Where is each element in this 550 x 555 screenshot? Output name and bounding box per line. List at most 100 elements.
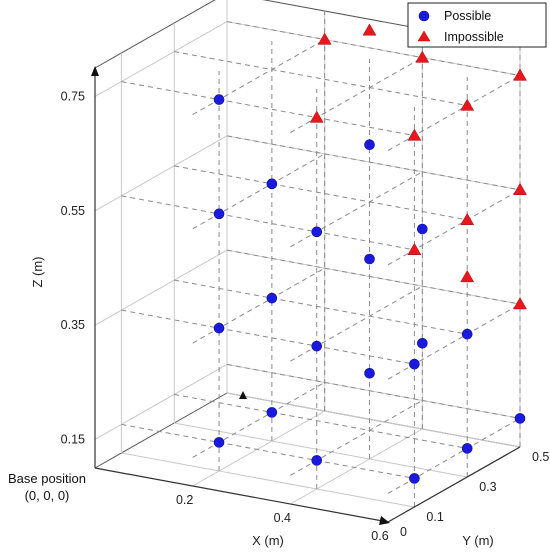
impossible-point bbox=[460, 212, 475, 225]
guide-line-x-direction bbox=[174, 165, 468, 221]
guide-line-x-direction bbox=[121, 195, 415, 251]
grid-line-z bbox=[94, 249, 228, 326]
impossible-point bbox=[513, 182, 527, 195]
possible-point bbox=[311, 455, 323, 466]
y-tick-label: 0.5 bbox=[532, 450, 549, 464]
legend-marker-impossible bbox=[417, 30, 431, 42]
guide-line-x-direction bbox=[226, 135, 521, 191]
possible-point bbox=[409, 358, 420, 370]
legend-label-possible: Possible bbox=[444, 9, 491, 23]
possible-point bbox=[461, 443, 473, 454]
guide-line-x-direction bbox=[174, 51, 468, 107]
possible-point bbox=[213, 322, 225, 334]
back-edge-left-top bbox=[94, 0, 216, 69]
grid-line-y bbox=[121, 452, 415, 508]
possible-point bbox=[364, 253, 375, 265]
axis-panes bbox=[94, 0, 521, 469]
z-tick-label: 0.35 bbox=[61, 318, 85, 332]
impossible-point bbox=[362, 23, 377, 36]
possible-point bbox=[213, 94, 225, 105]
legend-box bbox=[407, 2, 547, 48]
guide-line-y-direction bbox=[192, 381, 325, 458]
impossible-point bbox=[407, 128, 422, 141]
guide-line-y-direction bbox=[290, 285, 423, 362]
base-position-label: Base position bbox=[8, 471, 86, 486]
impossible-point bbox=[309, 110, 324, 123]
x-tick-label: 0.4 bbox=[274, 511, 291, 525]
guide-line-y-direction bbox=[290, 171, 423, 248]
guide-line-y-direction bbox=[387, 303, 521, 380]
y-tick-label: 0.1 bbox=[426, 510, 443, 524]
guide-line-x-direction bbox=[174, 279, 468, 335]
impossible-point bbox=[513, 297, 527, 310]
base-position-coords: (0, 0, 0) bbox=[25, 488, 70, 503]
possible-point bbox=[266, 407, 278, 418]
possible-point bbox=[364, 367, 375, 379]
x-axis-title: X (m) bbox=[252, 533, 284, 548]
grid-lines bbox=[94, 0, 521, 523]
guide-line-y-direction bbox=[387, 189, 521, 266]
grid-line-y bbox=[174, 422, 468, 478]
guide-line-y-direction bbox=[290, 399, 423, 476]
guide-line-y-direction bbox=[192, 153, 325, 230]
guide-line-y-direction bbox=[290, 57, 423, 134]
x-axis-arrow bbox=[379, 516, 390, 525]
guide-line-x-direction bbox=[226, 21, 521, 77]
z-tick-label: 0.75 bbox=[61, 90, 85, 104]
grid-line-y bbox=[226, 392, 521, 448]
y-tick-label: 0.3 bbox=[479, 480, 496, 494]
possible-point bbox=[311, 340, 323, 352]
legend-marker-possible bbox=[418, 10, 430, 22]
x-axis-line bbox=[94, 467, 389, 523]
grid-line-x bbox=[290, 428, 423, 505]
guide-line-y-direction bbox=[387, 75, 521, 152]
possible-point bbox=[213, 437, 225, 448]
legend-label-impossible: Impossible bbox=[444, 30, 504, 44]
possible-point bbox=[266, 292, 278, 304]
data-points bbox=[213, 11, 527, 484]
impossible-point bbox=[460, 98, 475, 111]
possible-point bbox=[417, 337, 428, 349]
y-tick-label: 0 bbox=[400, 525, 407, 539]
grid-line-x bbox=[192, 410, 325, 487]
grid-line-z bbox=[94, 135, 228, 212]
y-axis-title: Y (m) bbox=[462, 533, 494, 548]
guide-line-x-direction bbox=[226, 249, 521, 305]
possible-point bbox=[417, 223, 428, 235]
floor-edge-left bbox=[94, 392, 228, 469]
impossible-point bbox=[407, 242, 422, 255]
axes bbox=[91, 66, 521, 525]
z-tick-label: 0.15 bbox=[61, 432, 85, 446]
guide-line-x-direction bbox=[121, 81, 415, 137]
guide-line-y-direction bbox=[387, 417, 521, 494]
point-guide-lines bbox=[121, 11, 521, 507]
guide-line-y-direction bbox=[192, 39, 325, 116]
guide-line-x-direction bbox=[174, 393, 468, 449]
y-axis-line bbox=[387, 446, 521, 523]
impossible-point bbox=[415, 50, 430, 63]
z-axis-title: Z (m) bbox=[30, 256, 45, 287]
x-tick-label: 0.6 bbox=[371, 529, 388, 543]
impossible-point bbox=[513, 68, 527, 81]
possible-point bbox=[514, 413, 526, 424]
y-axis-arrow bbox=[239, 391, 247, 399]
possible-point bbox=[461, 328, 473, 340]
tick-labels: 0.15 0.35 0.55 0.75 0.2 0.4 0.6 0 0.1 0.3 0.5 bbox=[61, 90, 550, 543]
possible-point bbox=[409, 473, 420, 484]
x-tick-label: 0.2 bbox=[176, 493, 193, 507]
guide-line-x-direction bbox=[121, 309, 415, 365]
impossible-point bbox=[460, 269, 475, 283]
guide-line-y-direction bbox=[192, 267, 325, 344]
possible-point bbox=[266, 178, 278, 190]
guide-line-x-direction bbox=[121, 423, 415, 479]
grid-line-z bbox=[94, 363, 228, 440]
possible-point bbox=[213, 208, 225, 220]
impossible-point bbox=[317, 32, 332, 45]
legend: Possible Impossible bbox=[407, 2, 547, 48]
possible-point bbox=[311, 226, 323, 238]
grid-line-z bbox=[94, 21, 228, 98]
z-tick-label: 0.55 bbox=[61, 204, 85, 218]
possible-point bbox=[364, 139, 375, 151]
guide-line-x-direction bbox=[226, 363, 521, 419]
